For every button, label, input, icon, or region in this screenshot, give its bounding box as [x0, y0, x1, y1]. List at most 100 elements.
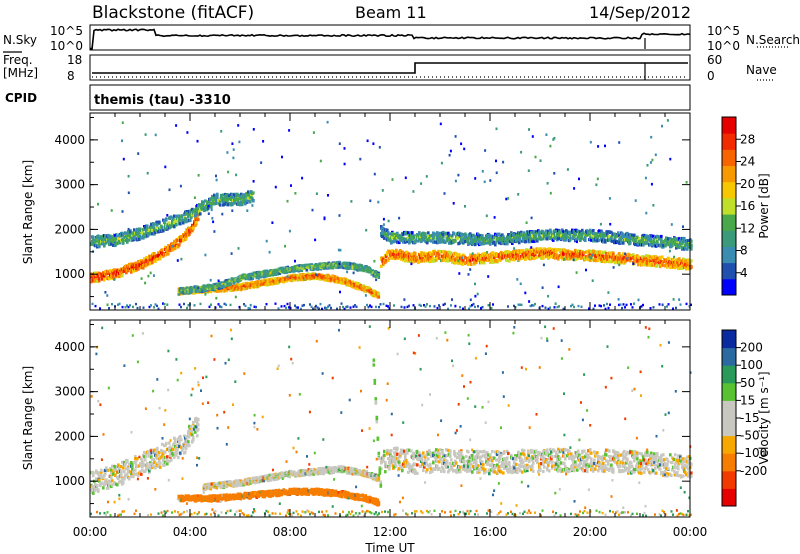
heatmap-cell [246, 209, 249, 212]
heatmap-cell [100, 235, 103, 239]
heatmap-cell [175, 124, 178, 127]
heatmap-cell [500, 250, 503, 255]
heatmap-cell [233, 196, 236, 200]
heatmap-cell [275, 268, 279, 272]
heatmap-cell [404, 176, 407, 180]
heatmap-cell [492, 251, 495, 255]
heatmap-cell [161, 225, 164, 229]
heatmap-cell [196, 215, 199, 219]
heatmap-cell [207, 212, 210, 215]
heatmap-cell [204, 206, 207, 210]
heatmap-cell [634, 199, 637, 202]
heatmap-cell [377, 200, 380, 204]
heatmap-cell [151, 225, 154, 229]
heatmap-cell [474, 255, 477, 259]
heatmap-cell [169, 249, 172, 253]
heatmap-cell [219, 281, 223, 285]
heatmap-cell [168, 221, 171, 225]
heatmap-cell [607, 291, 610, 294]
heatmap-cell [187, 214, 190, 218]
heatmap-cell [251, 197, 254, 201]
heatmap-cell [449, 149, 452, 153]
heatmap-cell [94, 279, 97, 283]
heatmap-cell [243, 273, 247, 277]
heatmap-cell [247, 193, 250, 197]
heatmap-cell [474, 294, 477, 298]
heatmap-cell [232, 281, 236, 285]
heatmap-cell [412, 260, 415, 264]
heatmap-cell [534, 155, 537, 159]
heatmap-cell [283, 270, 287, 274]
heatmap-cell [246, 199, 249, 203]
heatmap-cell [204, 293, 207, 296]
heatmap-cell [565, 238, 568, 242]
heatmap-cell [103, 276, 106, 280]
heatmap-cell [219, 199, 222, 203]
heatmap-cell [178, 243, 181, 247]
heatmap-cell [427, 231, 430, 235]
heatmap-cell [231, 209, 234, 212]
heatmap-cell [123, 269, 126, 273]
heatmap-cell [540, 247, 543, 251]
heatmap-cell [182, 239, 185, 243]
heatmap-cell [229, 281, 233, 285]
heatmap-cell [196, 212, 199, 216]
heatmap-cell [118, 274, 121, 278]
heatmap-cell [371, 269, 375, 273]
heatmap-cell [406, 251, 409, 255]
heatmap-cell [240, 200, 243, 204]
heatmap-cell [163, 220, 166, 224]
heatmap-cell [403, 298, 406, 301]
heatmap-cell [212, 220, 215, 224]
heatmap-cell [154, 133, 157, 137]
heatmap-cell [101, 273, 104, 277]
heatmap-cell [670, 223, 673, 226]
heatmap-cell [460, 240, 463, 243]
heatmap-cell [110, 242, 113, 246]
heatmap-cell [221, 212, 224, 216]
heatmap-cell [206, 202, 209, 206]
heatmap-cell [281, 155, 283, 159]
heatmap-cell [468, 256, 471, 260]
cpid-frame [89, 84, 691, 111]
heatmap-cell [311, 272, 315, 276]
heatmap-cell [505, 254, 508, 258]
heatmap-cell [596, 177, 599, 181]
heatmap-cell [318, 262, 322, 266]
heatmap-cell [175, 214, 178, 218]
heatmap-cell [98, 277, 101, 281]
heatmap-cell [529, 247, 532, 252]
heatmap-cell [248, 198, 251, 202]
heatmap-cell [542, 255, 545, 259]
heatmap-cell [562, 232, 565, 236]
heatmap-cell [403, 256, 406, 260]
heatmap-cell [582, 253, 585, 257]
heatmap-cell [212, 199, 215, 203]
heatmap-cell [165, 218, 168, 222]
heatmap-cell [253, 281, 257, 285]
heatmap-cell [95, 237, 98, 241]
heatmap-cell [303, 263, 307, 267]
heatmap-cell [154, 259, 157, 263]
heatmap-cell [477, 252, 480, 256]
heatmap-cell [516, 278, 519, 281]
heatmap-cell [244, 202, 247, 206]
heatmap-cell [252, 199, 255, 203]
beam-title: Beam 11 [355, 3, 427, 22]
heatmap-cell [240, 285, 244, 289]
heatmap-cell [315, 276, 319, 281]
heatmap-cell [534, 253, 537, 258]
heatmap-cell [532, 247, 535, 251]
heatmap-cell [538, 249, 541, 254]
heatmap-cell [96, 271, 99, 275]
heatmap-cell [180, 257, 183, 261]
nsky-label: N.Sky [3, 33, 37, 47]
heatmap-cell [137, 235, 140, 239]
heatmap-cell [530, 246, 533, 249]
heatmap-cell [222, 197, 225, 201]
heatmap-cell [483, 254, 486, 258]
heatmap-cell [487, 275, 490, 278]
heatmap-cell [438, 252, 441, 256]
heatmap-cell [597, 145, 600, 148]
